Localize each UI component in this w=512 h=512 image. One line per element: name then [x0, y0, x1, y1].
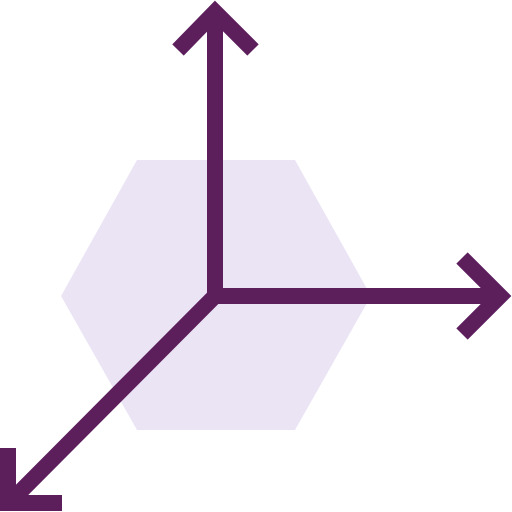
- x-axis-arrowhead: [456, 252, 512, 340]
- y-axis-arrowhead: [172, 0, 259, 56]
- z-axis-line: [6, 290, 221, 506]
- z-axis-arrowhead: [0, 448, 62, 511]
